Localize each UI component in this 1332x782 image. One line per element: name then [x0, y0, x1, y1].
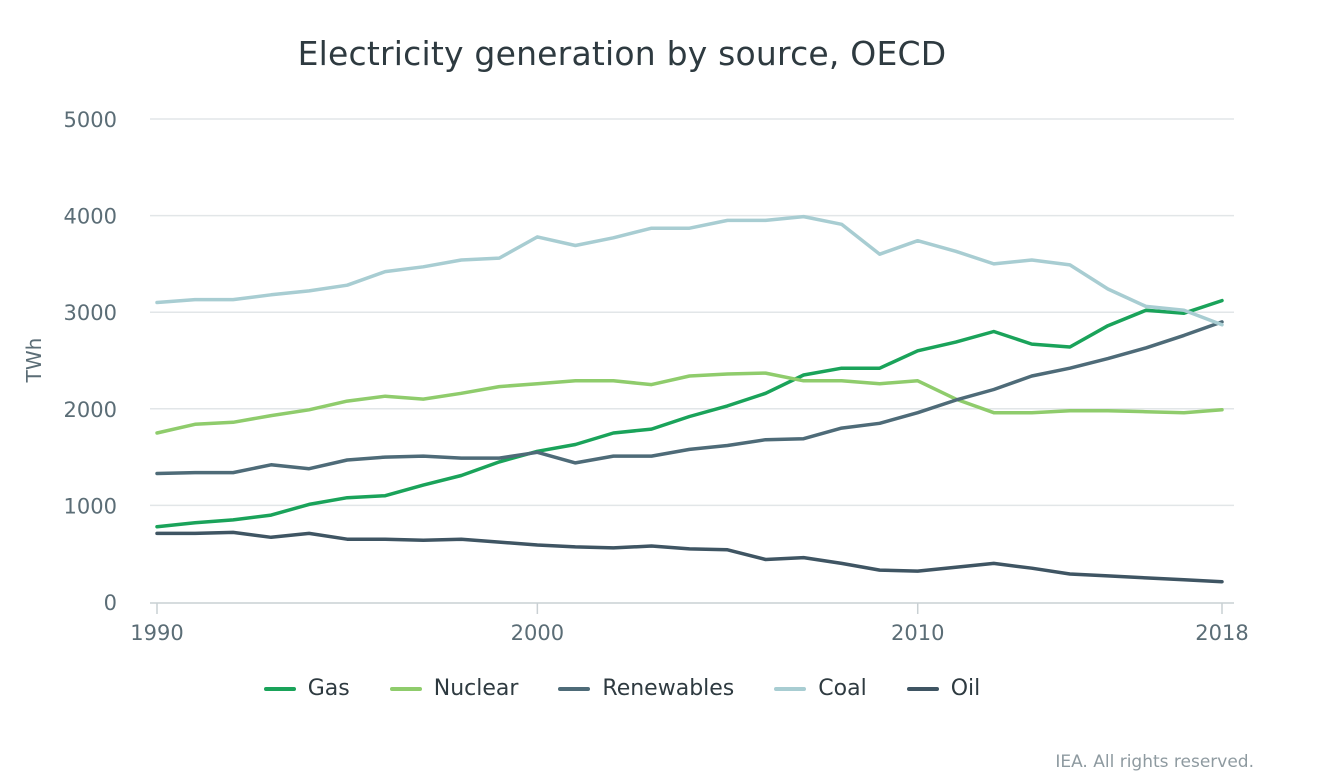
x-tick-label-1990: 1990	[130, 621, 183, 645]
y-tick-label-4000: 4000	[64, 205, 117, 229]
legend-swatch-gas	[263, 686, 296, 691]
y-tick-label-2000: 2000	[64, 398, 117, 422]
legend-label-gas: Gas	[307, 676, 350, 701]
legend-swatch-coal	[774, 686, 807, 691]
series-line-renewables	[155, 320, 1224, 476]
legend-swatch-oil	[906, 686, 939, 691]
series-line-coal	[155, 214, 1224, 327]
y-tick-labels: 0 1000 2000 3000 4000 5000	[64, 108, 117, 615]
legend-item-nuclear[interactable]: Nuclear	[389, 676, 519, 701]
x-axis: 1990 2000 2010 2018	[130, 602, 1249, 645]
x-tick-label-2010: 2010	[891, 621, 944, 645]
legend-label-coal: Coal	[818, 676, 867, 701]
y-tick-label-1000: 1000	[64, 494, 117, 518]
series-line-gas	[155, 298, 1224, 529]
series-lines	[155, 214, 1224, 584]
legend-item-gas[interactable]: Gas	[263, 676, 350, 701]
series-line-oil	[155, 530, 1224, 584]
copyright-credit: IEA. All rights reserved.	[1055, 752, 1254, 772]
chart-title: Electricity generation by source, OECD	[297, 34, 947, 73]
legend-label-oil: Oil	[950, 676, 981, 701]
legend-item-coal[interactable]: Coal	[774, 676, 867, 701]
legend-swatch-nuclear	[389, 686, 422, 691]
legend-label-nuclear: Nuclear	[433, 676, 519, 701]
legend-swatch-renewables	[558, 686, 591, 691]
y-tick-label-5000: 5000	[64, 108, 117, 132]
grid-lines	[150, 118, 1234, 507]
legend-item-oil[interactable]: Oil	[906, 676, 981, 701]
series-line-nuclear	[155, 371, 1224, 435]
legend-label-renewables: Renewables	[602, 676, 735, 701]
x-tick-label-2018: 2018	[1195, 621, 1248, 645]
y-tick-label-3000: 3000	[64, 301, 117, 325]
legend-item-renewables[interactable]: Renewables	[558, 676, 734, 701]
x-tick-label-2000: 2000	[511, 621, 564, 645]
y-tick-label-0: 0	[104, 591, 117, 615]
legend: Gas Nuclear Renewables Coal Oil	[0, 676, 1244, 701]
